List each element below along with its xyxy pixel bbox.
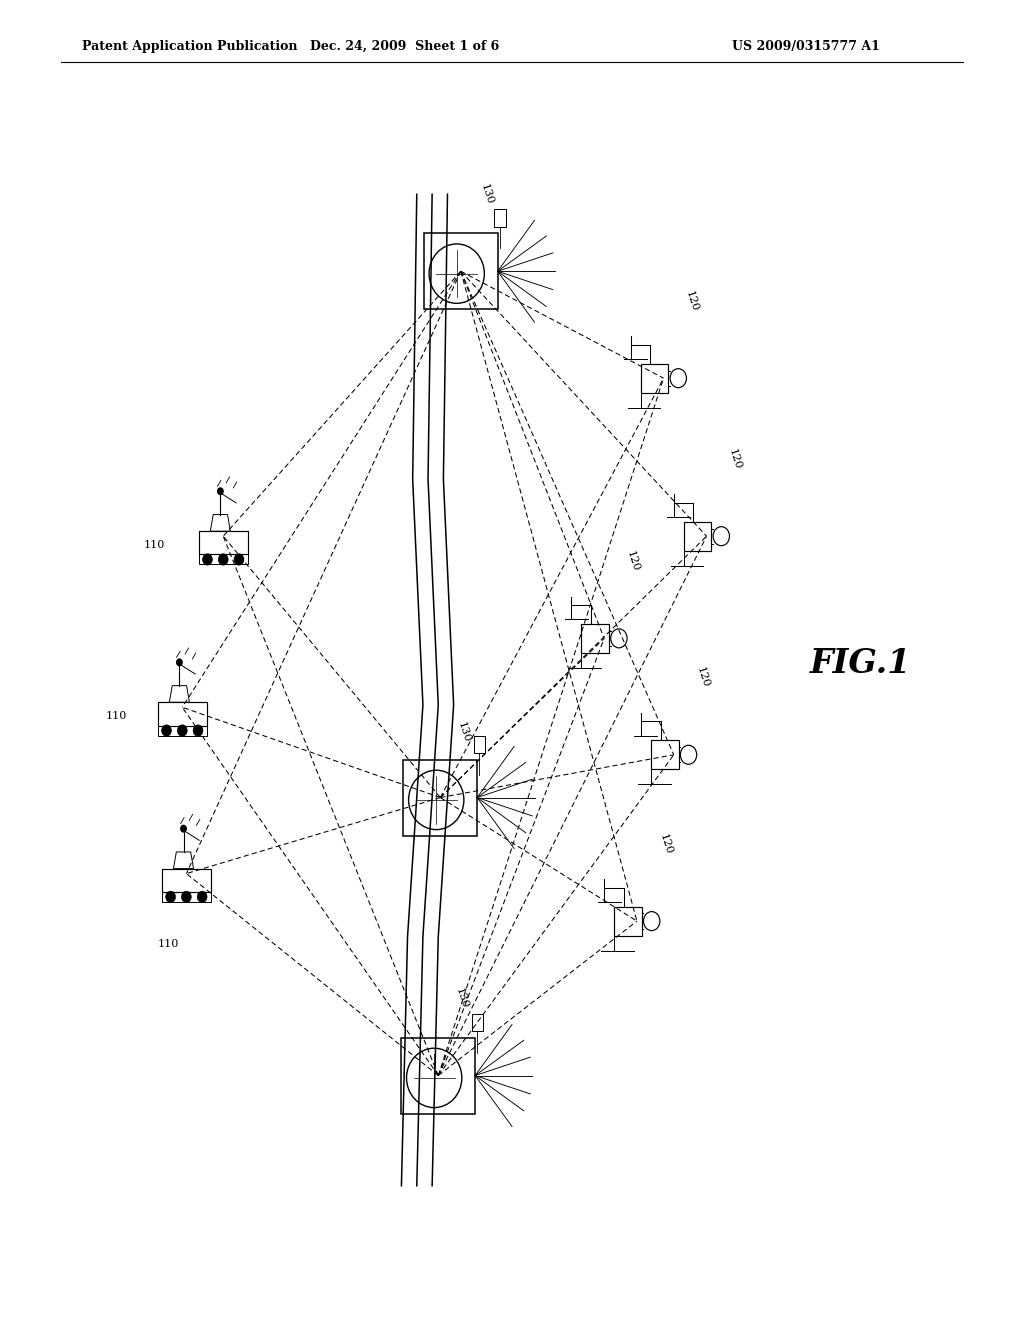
Text: 110: 110	[143, 540, 165, 550]
Text: Patent Application Publication: Patent Application Publication	[82, 40, 297, 53]
Text: 120: 120	[684, 289, 700, 313]
Circle shape	[198, 891, 207, 903]
Text: 120: 120	[625, 549, 641, 573]
Text: 120: 120	[694, 665, 711, 689]
Circle shape	[177, 725, 187, 737]
Text: 110: 110	[158, 940, 179, 949]
Circle shape	[176, 659, 183, 667]
Text: 130: 130	[456, 721, 472, 744]
Circle shape	[180, 825, 187, 833]
Bar	[474, 735, 485, 752]
Circle shape	[203, 554, 212, 565]
Bar	[472, 1014, 483, 1031]
Text: 130: 130	[454, 986, 470, 1010]
Circle shape	[166, 891, 175, 903]
Text: FIG.1: FIG.1	[809, 647, 911, 680]
Circle shape	[234, 554, 244, 565]
Bar	[424, 234, 498, 309]
Text: Dec. 24, 2009  Sheet 1 of 6: Dec. 24, 2009 Sheet 1 of 6	[310, 40, 499, 53]
Circle shape	[181, 891, 191, 903]
Text: US 2009/0315777 A1: US 2009/0315777 A1	[732, 40, 880, 53]
Circle shape	[218, 554, 228, 565]
Circle shape	[162, 725, 171, 737]
Text: 120: 120	[727, 447, 743, 471]
Bar	[401, 1038, 475, 1114]
Bar	[495, 210, 506, 227]
Bar	[403, 759, 477, 836]
Text: 110: 110	[105, 711, 127, 721]
Text: 120: 120	[657, 832, 674, 855]
Text: 130: 130	[479, 182, 496, 206]
Circle shape	[217, 487, 224, 495]
Circle shape	[194, 725, 203, 737]
